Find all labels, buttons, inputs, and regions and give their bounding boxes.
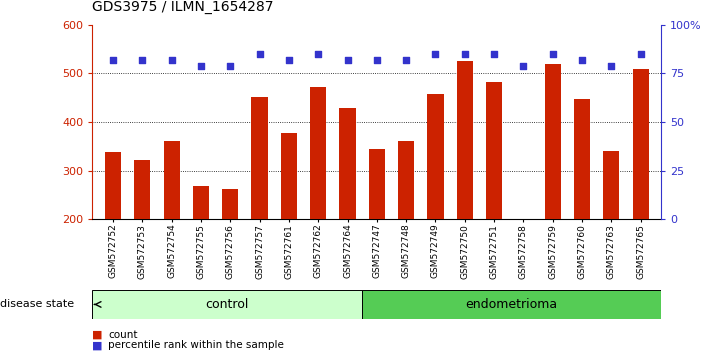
Bar [164, 141, 180, 219]
Bar [574, 99, 590, 219]
Text: control: control [205, 298, 249, 311]
Bar [105, 152, 121, 219]
Bar [193, 186, 209, 219]
Bar [545, 64, 561, 219]
Text: count: count [108, 330, 137, 339]
Point [254, 51, 265, 57]
Point [606, 63, 617, 68]
Bar [398, 141, 415, 219]
Bar [92, 290, 362, 319]
Point [371, 57, 383, 63]
Bar [427, 94, 444, 219]
Bar [252, 97, 267, 219]
Bar [486, 82, 502, 219]
Bar [310, 87, 326, 219]
Bar [633, 69, 648, 219]
Bar [339, 108, 356, 219]
Text: percentile rank within the sample: percentile rank within the sample [108, 340, 284, 350]
Point [488, 51, 500, 57]
Bar [134, 160, 150, 219]
Text: GDS3975 / ILMN_1654287: GDS3975 / ILMN_1654287 [92, 0, 274, 14]
Bar [604, 152, 619, 219]
Point [342, 57, 353, 63]
Bar [369, 149, 385, 219]
Point [137, 57, 148, 63]
Point [429, 51, 441, 57]
Point [400, 57, 412, 63]
Point [459, 51, 471, 57]
Point [166, 57, 177, 63]
Bar [515, 218, 532, 219]
Bar [456, 61, 473, 219]
Text: endometrioma: endometrioma [466, 298, 557, 311]
Text: ■: ■ [92, 330, 103, 339]
Point [107, 57, 119, 63]
Bar [362, 290, 661, 319]
Bar [281, 133, 297, 219]
Point [196, 63, 207, 68]
Text: ■: ■ [92, 340, 103, 350]
Point [577, 57, 588, 63]
Point [518, 63, 529, 68]
Point [225, 63, 236, 68]
Point [313, 51, 324, 57]
Point [635, 51, 646, 57]
Point [283, 57, 294, 63]
Text: disease state: disease state [0, 299, 74, 309]
Point [547, 51, 558, 57]
Bar [222, 189, 238, 219]
